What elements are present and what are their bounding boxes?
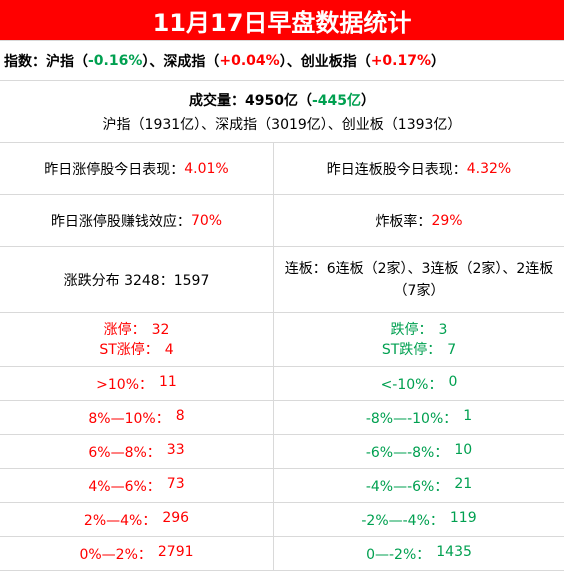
money-effect-label: 昨日涨停股赚钱效应： xyxy=(50,213,191,230)
volume-label: 成交量： xyxy=(188,92,245,109)
volume-value: 4950亿 xyxy=(244,92,298,109)
money-effect: 昨日涨停股赚钱效应： 70% xyxy=(0,195,274,247)
range-down-label: -2%—-4%： xyxy=(361,512,444,529)
range-up-6: 0%—2%： 2791 xyxy=(0,537,274,571)
index-label: 指数： xyxy=(4,53,46,70)
range-down-value: 1 xyxy=(463,407,473,424)
cy-index-label: 创业板指（ xyxy=(300,53,371,70)
prev-consecutive-performance: 昨日连板股今日表现： 4.32% xyxy=(274,143,564,195)
sh-index-value: -0.16% xyxy=(88,52,143,69)
range-down-value: 119 xyxy=(449,509,477,526)
range-down-3: -6%—-8%： 10 xyxy=(274,435,564,469)
prev-consecutive-label: 昨日连板股今日表现： xyxy=(326,161,467,178)
up-down-distribution: 涨跌分布 3248：1597 xyxy=(0,247,274,313)
limit-down-cell: 跌停： 3 ST跌停： 7 xyxy=(274,313,564,367)
range-up-2: 8%—10%： 8 xyxy=(0,401,274,435)
range-up-value: 33 xyxy=(166,441,185,458)
sh-index-label: 沪指（ xyxy=(46,53,88,70)
prev-limit-up-label: 昨日涨停股今日表现： xyxy=(44,161,185,178)
limit-up-label: 涨停： xyxy=(103,321,146,338)
prev-limit-up-value: 4.01% xyxy=(184,160,229,177)
sh-index-end: ）、 xyxy=(142,53,164,70)
range-down-value: 0 xyxy=(448,373,458,390)
sz-index-label: 深成指（ xyxy=(163,53,220,70)
stats-grid: 昨日涨停股今日表现： 4.01% 昨日连板股今日表现： 4.32% 昨日涨停股赚钱效… xyxy=(0,143,564,571)
range-down-label: -8%—-10%： xyxy=(365,410,458,427)
range-up-5: 2%—4%： 296 xyxy=(0,503,274,537)
range-down-1: <-10%： 0 xyxy=(274,367,564,401)
range-up-label: 0%—2%： xyxy=(79,546,152,563)
range-down-label: <-10%： xyxy=(380,376,443,393)
range-down-label: 0—-2%： xyxy=(366,546,431,563)
range-down-6: 0—-2%： 1435 xyxy=(274,537,564,571)
range-down-value: 1435 xyxy=(436,543,472,560)
range-up-label: 4%—6%： xyxy=(88,478,161,495)
prev-consecutive-value: 4.32% xyxy=(466,160,512,177)
limit-up-value: 32 xyxy=(151,321,170,338)
range-down-4: -4%—-6%： 21 xyxy=(274,469,564,503)
range-up-label: 2%—4%： xyxy=(83,512,157,529)
prev-limit-up-performance: 昨日涨停股今日表现： 4.01% xyxy=(0,143,274,195)
cy-index-end: ） xyxy=(431,53,446,70)
broken-board-label: 炸板率： xyxy=(375,213,432,230)
limit-down-value: 3 xyxy=(438,321,448,338)
index-row: 指数： 沪指（ -0.16% ）、 深成指（ +0.04% ）、 创业板指（ +… xyxy=(0,41,564,81)
volume-close: ） xyxy=(361,92,375,109)
limit-down-label: 跌停： xyxy=(390,321,433,338)
volume-main: 成交量：4950亿（-445亿） xyxy=(189,90,375,110)
range-down-label: -6%—-8%： xyxy=(365,444,449,461)
volume-change: -445亿 xyxy=(311,92,361,109)
st-limit-up-label: ST涨停： xyxy=(99,341,159,358)
range-up-value: 8 xyxy=(175,407,185,424)
range-down-label: -4%—-6%： xyxy=(365,478,449,495)
range-down-value: 21 xyxy=(454,475,473,492)
volume-detail: 沪指（1931亿）、深成指（3019亿）、创业板（1393亿） xyxy=(102,116,462,133)
limit-up-cell: 涨停： 32 ST涨停： 4 xyxy=(0,313,274,367)
range-up-label: >10%： xyxy=(96,376,154,393)
broken-board-value: 29% xyxy=(431,212,463,229)
range-up-label: 6%—8%： xyxy=(88,444,161,461)
range-up-value: 73 xyxy=(166,475,185,492)
money-effect-value: 70% xyxy=(190,212,223,229)
volume-open: （ xyxy=(297,92,312,109)
sz-index-end: ）、 xyxy=(279,53,301,70)
sz-index-value: +0.04% xyxy=(219,52,280,69)
range-up-3: 6%—8%： 33 xyxy=(0,435,274,469)
range-up-4: 4%—6%： 73 xyxy=(0,469,274,503)
consecutive-boards: 连板：6连板（2家）、3连板（2家）、2连板（7家） xyxy=(274,247,564,313)
cy-index-value: +0.17% xyxy=(370,52,432,69)
range-down-value: 10 xyxy=(454,441,473,458)
st-limit-down-value: 7 xyxy=(447,341,457,358)
range-down-5: -2%—-4%： 119 xyxy=(274,503,564,537)
page-title: 11月17日早盘数据统计 xyxy=(0,0,564,41)
volume-row: 成交量：4950亿（-445亿） 沪指（1931亿）、深成指（3019亿）、创业… xyxy=(0,81,564,143)
range-up-value: 11 xyxy=(159,373,177,390)
range-up-value: 296 xyxy=(162,509,190,526)
range-down-2: -8%—-10%： 1 xyxy=(274,401,564,435)
broken-board-rate: 炸板率： 29% xyxy=(274,195,564,247)
st-limit-up-value: 4 xyxy=(164,341,174,358)
range-up-1: >10%： 11 xyxy=(0,367,274,401)
range-up-value: 2791 xyxy=(157,543,194,560)
range-up-label: 8%—10%： xyxy=(88,410,170,427)
st-limit-down-label: ST跌停： xyxy=(381,341,442,358)
